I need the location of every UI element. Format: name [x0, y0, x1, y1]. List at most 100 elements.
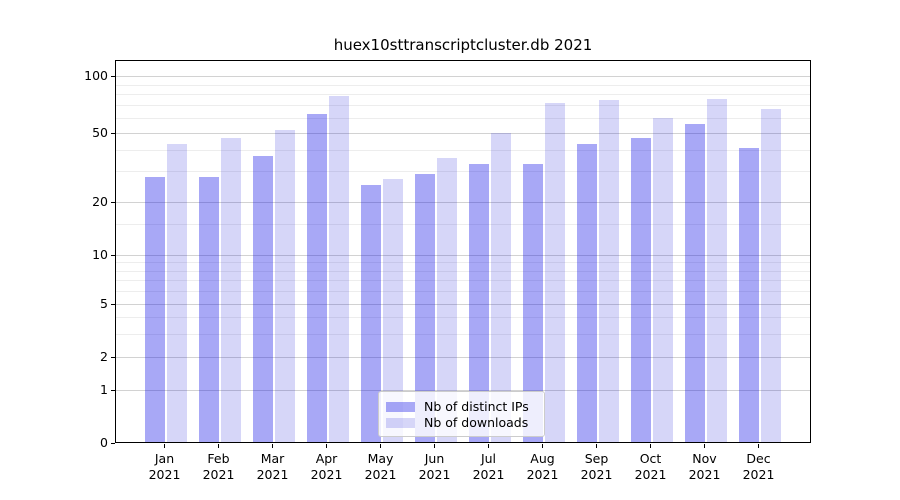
major-gridline [115, 304, 811, 305]
minor-gridline [115, 316, 811, 318]
x-tick-year: 2021 [310, 467, 343, 482]
x-axis-tick [704, 444, 705, 448]
y-axis-tick [111, 132, 115, 134]
minor-gridline [115, 171, 811, 173]
x-tick-year: 2021 [364, 467, 397, 482]
minor-gridline [115, 84, 811, 86]
x-axis-tick [218, 444, 219, 448]
x-tick-month: Feb [207, 451, 230, 466]
bar-downloads [760, 108, 781, 443]
minor-gridline [115, 333, 811, 335]
x-tick-label: Jan 2021 [135, 451, 195, 483]
bar-downloads [220, 137, 241, 443]
x-tick-year: 2021 [256, 467, 289, 482]
x-axis-tick [272, 444, 273, 448]
x-tick-year: 2021 [526, 467, 559, 482]
bar-distinct-ips [576, 144, 597, 443]
bar-distinct-ips [738, 147, 759, 443]
minor-gridline [115, 291, 811, 293]
x-axis-tick [596, 444, 597, 448]
legend-entry-downloads: Nb of downloads [386, 415, 535, 431]
bar-distinct-ips [522, 164, 543, 443]
major-gridline [115, 76, 811, 77]
minor-gridline [115, 270, 811, 272]
x-tick-label: Jul 2021 [459, 451, 519, 483]
x-tick-year: 2021 [148, 467, 181, 482]
x-tick-month: Jun [424, 451, 445, 466]
minor-gridline [115, 223, 811, 225]
x-tick-year: 2021 [634, 467, 667, 482]
y-tick-label: 1 [100, 382, 108, 397]
x-tick-year: 2021 [472, 467, 505, 482]
x-tick-month: Oct [639, 451, 662, 466]
bar-downloads [274, 129, 295, 443]
y-axis-tick [111, 303, 115, 305]
x-axis-tick [434, 444, 435, 448]
major-gridline [115, 202, 811, 203]
bar-distinct-ips [252, 155, 273, 443]
y-tick-label: 0 [100, 435, 108, 450]
x-tick-month: Aug [530, 451, 555, 466]
x-axis-tick [488, 444, 489, 448]
y-tick-label: 10 [92, 247, 108, 262]
y-tick-label: 100 [84, 68, 108, 83]
chart-title: huex10sttranscriptcluster.db 2021 [333, 36, 593, 54]
minor-gridline [115, 280, 811, 282]
y-tick-label: 50 [92, 125, 108, 140]
x-axis-tick [758, 444, 759, 448]
x-tick-label: Nov 2021 [675, 451, 735, 483]
y-axis-tick [111, 201, 115, 203]
x-tick-month: May [367, 451, 394, 466]
x-tick-month: Nov [692, 451, 717, 466]
x-axis-tick [164, 444, 165, 448]
x-tick-label: Apr 2021 [297, 451, 357, 483]
bar-downloads [598, 99, 619, 443]
x-tick-month: Jul [480, 451, 497, 466]
bar-downloads [382, 179, 403, 443]
x-tick-label: Oct 2021 [621, 451, 681, 483]
downloads-swatch [386, 418, 415, 428]
bar-distinct-ips [414, 174, 435, 443]
bar-distinct-ips [198, 176, 219, 443]
x-tick-label: Feb 2021 [189, 451, 249, 483]
x-axis-tick [326, 444, 327, 448]
y-tick-label: 20 [92, 194, 108, 209]
minor-gridline [115, 149, 811, 151]
x-axis-tick [650, 444, 651, 448]
x-tick-year: 2021 [688, 467, 721, 482]
x-tick-month: Sep [584, 451, 609, 466]
x-tick-month: Jan [154, 451, 175, 466]
y-axis-tick [111, 254, 115, 256]
x-axis-tick [380, 444, 381, 448]
x-tick-year: 2021 [580, 467, 613, 482]
bar-distinct-ips [360, 185, 381, 443]
x-tick-year: 2021 [418, 467, 451, 482]
legend-label-downloads: Nb of downloads [424, 415, 529, 430]
major-gridline [115, 357, 811, 358]
bar-downloads [544, 103, 565, 443]
major-gridline [115, 390, 811, 391]
y-tick-label: 5 [100, 296, 108, 311]
bar-downloads [490, 133, 511, 443]
y-axis-tick [111, 356, 115, 358]
plot-area: Nb of distinct IPs Nb of downloads 0 1 2 5 1… [84, 60, 811, 482]
x-tick-month: Dec [746, 451, 771, 466]
legend-label-distinct-ips: Nb of distinct IPs [424, 399, 529, 414]
legend-entry-distinct-ips: Nb of distinct IPs [386, 399, 535, 415]
y-axis-tick [111, 75, 115, 77]
bar-distinct-ips [684, 123, 705, 443]
bar-downloads [166, 144, 187, 443]
bar-distinct-ips [468, 164, 489, 443]
minor-gridline [115, 94, 811, 96]
x-tick-month: Apr [315, 451, 338, 466]
x-tick-label: Sep 2021 [567, 451, 627, 483]
y-tick-label: 2 [100, 349, 108, 364]
bar-downloads [328, 96, 349, 443]
x-tick-year: 2021 [742, 467, 775, 482]
major-gridline [115, 133, 811, 134]
y-axis-tick [111, 389, 115, 391]
x-axis-tick [542, 444, 543, 448]
x-tick-label: Mar 2021 [243, 451, 303, 483]
minor-gridline [115, 262, 811, 264]
